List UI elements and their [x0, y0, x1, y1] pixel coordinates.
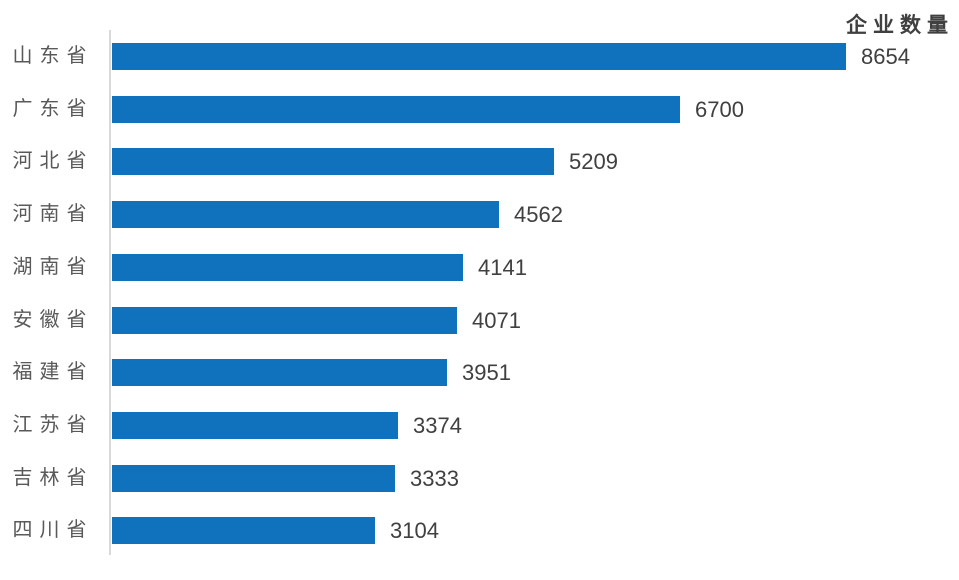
chart-row: 湖南省 4141	[0, 254, 959, 281]
chart-row: 四川省 3104	[0, 517, 959, 544]
category-label: 山东省	[12, 45, 94, 67]
value-label: 8654	[861, 44, 910, 69]
bar	[112, 307, 457, 334]
category-label: 四川省	[12, 519, 94, 541]
category-label: 湖南省	[12, 256, 94, 278]
category-label: 江苏省	[12, 414, 94, 436]
chart-row: 吉林省 3333	[0, 465, 959, 492]
value-label: 3333	[410, 466, 459, 491]
bar	[112, 359, 447, 386]
value-label: 4141	[478, 255, 527, 280]
category-label: 安徽省	[12, 309, 94, 331]
bar	[112, 43, 846, 70]
chart-row: 福建省 3951	[0, 359, 959, 386]
value-label: 3104	[390, 518, 439, 543]
category-label: 河北省	[12, 150, 94, 172]
bar	[112, 517, 375, 544]
category-label: 福建省	[12, 361, 94, 383]
value-label: 6700	[695, 97, 744, 122]
category-label: 吉林省	[12, 467, 94, 489]
bar	[112, 412, 398, 439]
value-label: 3951	[462, 360, 511, 385]
bar	[112, 201, 499, 228]
chart-row: 山东省 8654	[0, 43, 959, 70]
value-label: 5209	[569, 149, 618, 174]
bar	[112, 465, 395, 492]
bar	[112, 254, 463, 281]
value-label: 3374	[413, 413, 462, 438]
chart-row: 河南省 4562	[0, 201, 959, 228]
value-label: 4562	[514, 202, 563, 227]
chart-title: 企业数量	[846, 14, 954, 37]
bar	[112, 96, 680, 123]
chart-row: 安徽省 4071	[0, 307, 959, 334]
y-axis-line	[109, 30, 111, 555]
category-label: 广东省	[12, 98, 94, 120]
value-label: 4071	[472, 308, 521, 333]
category-label: 河南省	[12, 203, 94, 225]
chart-row: 河北省 5209	[0, 148, 959, 175]
bar	[112, 148, 554, 175]
chart-row: 江苏省 3374	[0, 412, 959, 439]
chart-row: 广东省 6700	[0, 96, 959, 123]
